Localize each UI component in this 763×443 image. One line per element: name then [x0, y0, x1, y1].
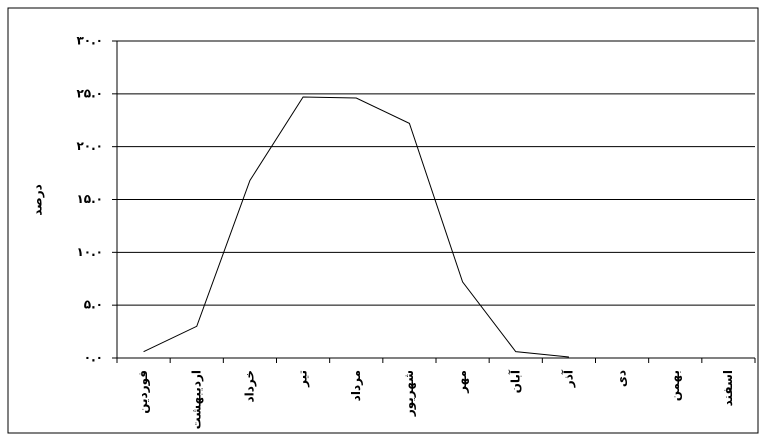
x-tick-label: خرداد [242, 370, 256, 403]
data-line [143, 96, 569, 358]
chart-frame [7, 7, 759, 434]
x-tick-label: آبان [507, 369, 522, 393]
x-tick-label: تیر [296, 370, 310, 388]
x-tick-label: شهریور [402, 370, 417, 417]
x-tick-label: مهر [455, 370, 469, 394]
y-tick-label: ۰.۰ [84, 351, 103, 365]
y-tick-label: ۳۰.۰ [76, 34, 103, 48]
y-tick-label: ۲۰.۰ [76, 139, 103, 153]
y-tick-label: ۱۵.۰ [76, 192, 103, 206]
x-tick-label: مرداد [349, 370, 363, 401]
y-tick-label: ۵.۰ [84, 298, 103, 312]
y-axis-label: درصد [31, 184, 45, 216]
x-tick-label: بهمن [668, 370, 682, 401]
x-tick-label: دی [615, 370, 629, 387]
x-tick-label: اردیبهشت [189, 370, 203, 429]
x-tick-label: آذر [560, 369, 575, 388]
y-tick-label: ۲۵.۰ [76, 86, 103, 100]
x-tick-label: اسفند [721, 370, 735, 406]
x-tick-label: فوردین [136, 370, 151, 414]
y-tick-label: ۱۰.۰ [76, 245, 103, 259]
